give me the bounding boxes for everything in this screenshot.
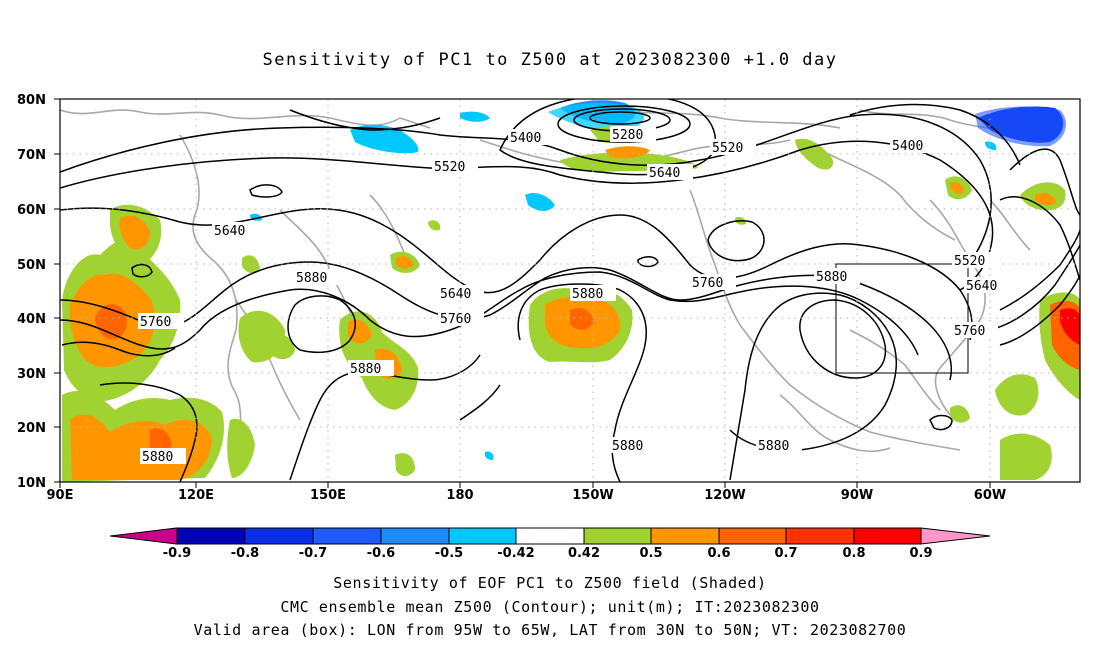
contour-label-5640-central-pacific: 5640: [438, 285, 484, 302]
lat-label: 70N: [17, 148, 46, 163]
svg-text:5880: 5880: [296, 271, 327, 286]
lon-label: 90W: [841, 488, 873, 503]
contour-label-5640-alaska: 5640: [647, 164, 693, 181]
svg-text:5880: 5880: [816, 270, 847, 285]
caption-valid-area: Valid area (box): LON from 95W to 65W, L…: [193, 621, 907, 639]
contour-label-5520-canada: 5520: [710, 139, 756, 156]
sensitivity-shading: [62, 100, 1080, 482]
contour-label-5520-pacific: 5520: [432, 158, 478, 175]
lat-label: 20N: [17, 421, 46, 436]
colorbar-segment: [853, 527, 922, 545]
svg-text:5640: 5640: [440, 287, 471, 302]
colorbar-tick: -0.8: [231, 546, 259, 561]
colorbar-segment: [176, 527, 246, 545]
svg-text:5520: 5520: [954, 254, 985, 269]
svg-text:5760: 5760: [954, 324, 985, 339]
svg-text:5880: 5880: [758, 439, 789, 454]
caption-contour: CMC ensemble mean Z500 (Contour); unit(m…: [280, 598, 820, 616]
contour-label-5880-japan: 5880: [294, 269, 340, 286]
colorbar-tick-labels: -0.9 -0.8 -0.7 -0.6 -0.5 -0.42 0.42 0.5 …: [163, 546, 933, 561]
svg-text:5400: 5400: [510, 131, 541, 146]
lat-label: 60N: [17, 203, 46, 218]
lon-label: 180: [446, 488, 473, 503]
lat-label: 40N: [17, 312, 46, 327]
contour-label-5280-arctic: 5280: [610, 126, 656, 143]
svg-text:5760: 5760: [692, 276, 723, 291]
svg-text:5640: 5640: [214, 224, 245, 239]
lat-lon-grid: [60, 99, 1080, 482]
colorbar-segment: [448, 527, 517, 545]
lon-label: 90E: [47, 488, 74, 503]
contour-label-5640-asia: 5640: [212, 222, 258, 239]
svg-text:5880: 5880: [612, 439, 643, 454]
colorbar-tick: -0.9: [163, 546, 191, 561]
valid-area-box: [835, 263, 969, 374]
colorbar-tick: 0.9: [909, 546, 932, 561]
colorbar-segment: [380, 527, 450, 545]
svg-text:5280: 5280: [612, 128, 643, 143]
svg-text:5880: 5880: [572, 287, 603, 302]
colorbar: [109, 527, 991, 545]
colorbar-high-arrow: [920, 527, 991, 545]
colorbar-tick: -0.42: [497, 546, 534, 561]
contour-label-5880-west-pacific: 5880: [348, 360, 394, 377]
colorbar-tick: -0.6: [367, 546, 395, 561]
lon-label: 150W: [572, 488, 613, 503]
contour-label-5640-atlantic: 5640: [964, 277, 1010, 294]
contour-label-5760-atlantic: 5760: [952, 322, 998, 339]
longitude-labels: 90E 120E 150E 180 150W 120W 90W 60W: [47, 488, 1007, 503]
lon-label: 60W: [974, 488, 1006, 503]
contour-label-5880-subtropical-pacific: 5880: [610, 437, 656, 454]
contour-labels: 5400 5280 5400 5520 5520 5640 5640 5520 …: [138, 126, 1010, 465]
svg-text:5640: 5640: [649, 166, 680, 181]
colorbar-segment: [312, 527, 382, 545]
lon-label: 120E: [178, 488, 214, 503]
map-title: Sensitivity of PC1 to Z500 at 2023082300…: [262, 50, 838, 70]
colorbar-segment: [244, 527, 314, 545]
contour-label-5760-west-coast: 5760: [690, 274, 736, 291]
contour-label-5880-east-pacific: 5880: [570, 285, 616, 302]
colorbar-tick: 0.6: [707, 546, 730, 561]
contour-label-5880-south-asia: 5880: [140, 448, 186, 465]
map-frame: [59, 98, 1081, 483]
svg-text:5400: 5400: [892, 139, 923, 154]
svg-text:5520: 5520: [434, 160, 465, 175]
colorbar-low-arrow: [109, 527, 178, 545]
colorbar-segment: [583, 527, 652, 545]
lon-label: 150E: [310, 488, 346, 503]
svg-text:5760: 5760: [440, 312, 471, 327]
svg-text:5520: 5520: [712, 141, 743, 156]
map-plot-area: 5400 5280 5400 5520 5520 5640 5640 5520 …: [60, 99, 1080, 482]
lat-label: 10N: [17, 476, 46, 491]
contour-label-5400-greenland: 5400: [890, 137, 936, 154]
contour-label-5880-us: 5880: [814, 268, 860, 285]
colorbar-tick: 0.42: [568, 546, 600, 561]
lat-label: 80N: [17, 93, 46, 108]
svg-text:5880: 5880: [350, 362, 381, 377]
lon-label: 120W: [704, 488, 745, 503]
svg-text:5640: 5640: [966, 279, 997, 294]
svg-text:5760: 5760: [140, 315, 171, 330]
lat-label: 30N: [17, 367, 46, 382]
colorbar-tick: -0.7: [299, 546, 327, 561]
contour-label-5880-mexico: 5880: [756, 437, 802, 454]
contour-label-5760-asia: 5760: [138, 313, 184, 330]
colorbar-tick: 0.7: [774, 546, 797, 561]
caption-shading: Sensitivity of EOF PC1 to Z500 field (Sh…: [333, 574, 767, 592]
contour-label-5520-atlantic: 5520: [952, 252, 998, 269]
colorbar-segment: [718, 527, 787, 545]
colorbar-segment: [515, 527, 585, 545]
colorbar-segment: [785, 527, 855, 545]
latitude-labels: 80N 70N 60N 50N 40N 30N 20N 10N: [17, 93, 46, 491]
colorbar-tick: -0.5: [435, 546, 463, 561]
contour-label-5760-central-pacific: 5760: [438, 310, 484, 327]
colorbar-tick: 0.5: [639, 546, 662, 561]
lat-label: 50N: [17, 258, 46, 273]
colorbar-tick: 0.8: [842, 546, 865, 561]
svg-text:5880: 5880: [142, 450, 173, 465]
colorbar-segment: [650, 527, 720, 545]
contour-label-5400-north-pacific: 5400: [508, 129, 554, 146]
axis-ticks: [54, 98, 991, 488]
